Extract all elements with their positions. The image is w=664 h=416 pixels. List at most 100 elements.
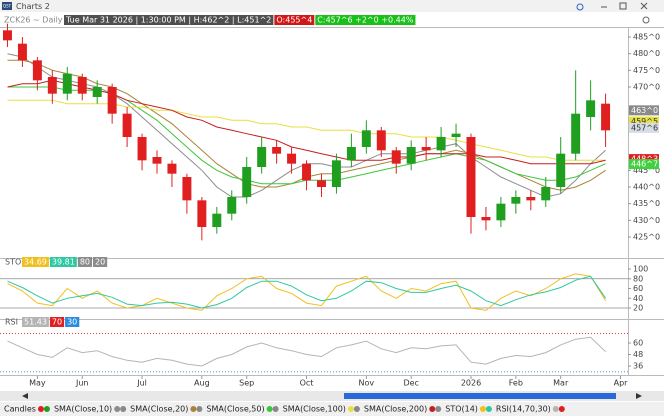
x-tick-label: Jun <box>75 379 89 388</box>
legend-icon[interactable] <box>196 406 203 412</box>
y-tick-label: 40 <box>633 294 643 303</box>
legend-entry[interactable]: Candles <box>4 405 36 414</box>
level-value-box <box>49 317 65 327</box>
level-value-box <box>77 257 92 267</box>
app-icon-text: QST <box>3 4 12 9</box>
candle-body <box>2 30 12 41</box>
close-button[interactable] <box>640 2 648 10</box>
price-label: 459^5 <box>631 117 658 126</box>
legend-icon[interactable] <box>429 406 436 412</box>
last-value: 39.81 <box>52 258 75 267</box>
candle-body <box>302 163 312 181</box>
candle-body <box>47 77 57 94</box>
y-tick-label: 485^0 <box>633 33 660 42</box>
y-tick-label: 445^0 <box>633 166 660 175</box>
legend-icon[interactable] <box>485 406 492 412</box>
candle-body <box>137 137 147 161</box>
header-open-box <box>274 15 315 25</box>
candle-body <box>601 103 611 131</box>
candle-body <box>212 213 222 227</box>
legend-icon[interactable] <box>479 406 486 412</box>
legend-icon[interactable] <box>190 406 197 412</box>
legend-icon[interactable] <box>552 406 559 412</box>
price-label-box <box>629 116 659 127</box>
last-value-box <box>22 317 49 327</box>
legend-entry[interactable]: STO(14) <box>445 405 478 414</box>
legend-icon[interactable] <box>272 406 279 412</box>
candle-body <box>257 147 267 167</box>
y-tick-label: 80 <box>633 274 643 283</box>
candle-body <box>152 157 162 164</box>
header-open: O:455^4 <box>276 16 312 25</box>
legend-icon[interactable] <box>347 406 354 412</box>
legend-bar <box>0 402 664 416</box>
candle-body <box>92 87 102 97</box>
legend-entry[interactable]: SMA(Close,200) <box>364 405 427 414</box>
header-close: C:457^6 +2^0 +0.44% <box>317 16 414 25</box>
x-tick-label: Dec <box>403 379 418 388</box>
app-icon <box>2 2 12 10</box>
candle-body <box>62 73 72 94</box>
y-tick-label: 425^0 <box>633 233 660 242</box>
x-tick-label: Aug <box>194 379 210 388</box>
candle-body <box>556 153 566 187</box>
header-tools[interactable] <box>576 3 650 24</box>
title-bar <box>0 0 664 12</box>
legend-entry[interactable]: SMA(Close,100) <box>283 405 346 414</box>
legend-icon[interactable] <box>435 406 442 412</box>
legend-icon[interactable] <box>37 406 44 412</box>
x-tick-label: May <box>29 379 46 388</box>
header-info-box <box>64 15 274 25</box>
candle-body <box>361 130 371 147</box>
scrollbar[interactable] <box>0 391 664 401</box>
y-tick-label: 430^0 <box>633 216 660 225</box>
legend-entry[interactable]: RSI(14,70,30) <box>496 405 551 414</box>
candle-body <box>17 43 27 61</box>
legend-entry[interactable]: SMA(Close,20) <box>130 405 188 414</box>
maximize-button[interactable] <box>619 2 627 10</box>
symbol-label: ZCK26 ~ Daily <box>4 16 63 25</box>
candle-body <box>496 203 506 221</box>
settings-icon[interactable] <box>642 16 650 24</box>
price-label: 457^6 <box>631 123 658 132</box>
candle-body <box>122 113 132 137</box>
y-tick-label: 60 <box>633 339 643 348</box>
window-controls[interactable] <box>601 2 648 10</box>
legend-icon[interactable] <box>353 406 360 412</box>
y-tick-label: 100 <box>633 265 648 274</box>
legend-entry[interactable]: SMA(Close,50) <box>206 405 264 414</box>
last-value-box <box>22 257 49 267</box>
legend-icon[interactable] <box>266 406 273 412</box>
candle-body <box>376 130 386 151</box>
candle-body <box>391 150 401 164</box>
price-label: 446^7 <box>631 160 658 169</box>
legend-icon[interactable] <box>114 406 121 412</box>
scroll-thumb[interactable] <box>344 393 616 399</box>
scroll-left[interactable] <box>22 393 28 399</box>
candle-body <box>466 137 476 217</box>
level-value: 20 <box>95 258 105 267</box>
panel-title: STO <box>5 258 21 267</box>
x-tick-label: Mar <box>553 379 569 388</box>
level-value: 30 <box>67 318 77 327</box>
legend-icon[interactable] <box>120 406 127 412</box>
y-tick-label: 36 <box>633 362 643 371</box>
legend-icon[interactable] <box>43 406 50 412</box>
last-value: 34.69 <box>24 258 47 267</box>
legend-icon[interactable] <box>558 406 565 412</box>
price-label-box <box>629 105 659 116</box>
candle-body <box>242 167 252 197</box>
scroll-right[interactable] <box>636 393 642 399</box>
legend-entry[interactable]: SMA(Close,10) <box>54 405 112 414</box>
panel-title: RSI <box>5 318 18 327</box>
last-value-box <box>49 257 77 267</box>
tool-icon[interactable] <box>576 3 584 11</box>
candle-body <box>272 147 282 154</box>
level-value: 80 <box>80 258 90 267</box>
y-tick-label: 435^0 <box>633 199 660 208</box>
y-tick-label: 480^0 <box>633 49 660 58</box>
candle-body <box>182 177 192 201</box>
candle-body <box>406 147 416 164</box>
header-values: Tue Mar 31 2026 | 1:30:00 PM | H:462^2 |… <box>64 15 416 25</box>
level-value: 70 <box>52 318 62 327</box>
